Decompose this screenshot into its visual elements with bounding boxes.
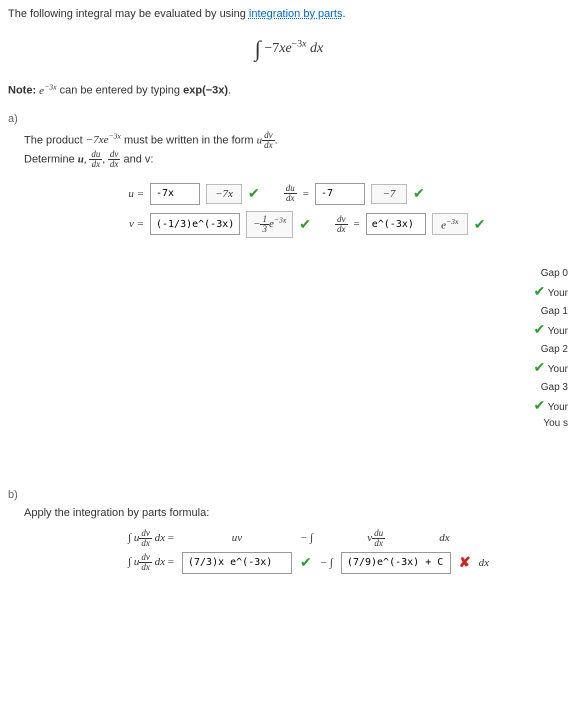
v-result-box: −13e−3x (246, 211, 293, 238)
gap1-label: Gap 1 (8, 306, 568, 317)
vdu-input[interactable] (341, 552, 451, 574)
part-b-text: Apply the integration by parts formula: (24, 507, 570, 519)
u-result-box: −7x (206, 184, 242, 204)
feedback-block: Gap 0 ✔ Your Gap 1 ✔ Your Gap 2 ✔ Your G… (8, 268, 570, 429)
pa-l1-prefix: The product (24, 134, 86, 146)
check-icon: ✔ (413, 185, 425, 202)
gap0-label: Gap 0 (8, 268, 568, 279)
formula-uv: uv (182, 532, 292, 544)
note-math: e−3x (39, 85, 56, 97)
note-prefix: Note: (8, 85, 39, 97)
dv-input[interactable] (366, 213, 426, 235)
gap2-your: Your (548, 364, 568, 375)
pa-l2-suffix: and v: (120, 153, 153, 165)
check-icon: ✔ (533, 283, 545, 300)
v-label: v = (24, 218, 144, 230)
check-icon: ✔ (533, 359, 545, 376)
u-label: u = (24, 188, 144, 200)
check-icon: ✔ (248, 185, 260, 202)
du-dx-label: dudx (284, 184, 297, 203)
note-line: Note: e−3x can be entered by typing exp(… (8, 82, 570, 97)
du-input[interactable] (315, 183, 365, 205)
intro-prefix: The following integral may be evaluated … (8, 8, 249, 20)
part-a-line2: Determine u, dudx, dvdx and v: (24, 150, 570, 169)
pa-l1-mid: must be written in the form (121, 134, 257, 146)
intro-suffix: . (342, 8, 345, 20)
formula-minus-int-2: − ∫ (320, 557, 333, 569)
cross-icon: ✘ (459, 554, 471, 571)
you-scored: You s (8, 418, 568, 429)
du-result-box: −7 (371, 184, 407, 204)
check-icon: ✔ (533, 397, 545, 414)
part-b-label: b) (8, 489, 570, 501)
gap3-label: Gap 3 (8, 382, 568, 393)
v-input[interactable] (150, 213, 240, 235)
formula-minus-int: − ∫ (300, 532, 313, 544)
pa-l2-prefix: Determine (24, 153, 78, 165)
gap3-your: Your (548, 402, 568, 413)
formula-dx-2: dx (479, 557, 489, 569)
check-icon: ✔ (300, 554, 312, 571)
dv-result-box: e−3x (432, 213, 468, 236)
gap1-your: Your (548, 326, 568, 337)
check-icon: ✔ (299, 216, 311, 233)
gap0-your: Your (548, 288, 568, 299)
pa-l1-math: −7xe−3x (86, 134, 121, 146)
integration-by-parts-link[interactable]: integration by parts (249, 8, 343, 20)
part-a-label: a) (8, 113, 570, 125)
part-a-line1: The product −7xe−3x must be written in t… (24, 131, 570, 150)
formula-dx-1: dx (439, 532, 449, 544)
formula-lhs-2: ∫ udvdx dx = (24, 553, 174, 572)
formula-vdu: vdudx (321, 529, 431, 548)
note-mid: can be entered by typing (57, 85, 184, 97)
pa-l2-vars: u, (78, 153, 90, 165)
gap2-label: Gap 2 (8, 344, 568, 355)
uv-input[interactable] (182, 552, 292, 574)
note-suffix: . (228, 85, 231, 97)
formula-lhs-1: ∫ udvdx dx = (24, 529, 174, 548)
integral-display: ∫ −7xe−3x dx (8, 36, 570, 62)
u-input[interactable] (150, 183, 200, 205)
check-icon: ✔ (533, 321, 545, 338)
dv-dx-label: dvdx (335, 215, 348, 234)
check-icon: ✔ (474, 216, 486, 233)
note-code: exp(−3x) (183, 85, 228, 97)
intro-text: The following integral may be evaluated … (8, 8, 570, 20)
